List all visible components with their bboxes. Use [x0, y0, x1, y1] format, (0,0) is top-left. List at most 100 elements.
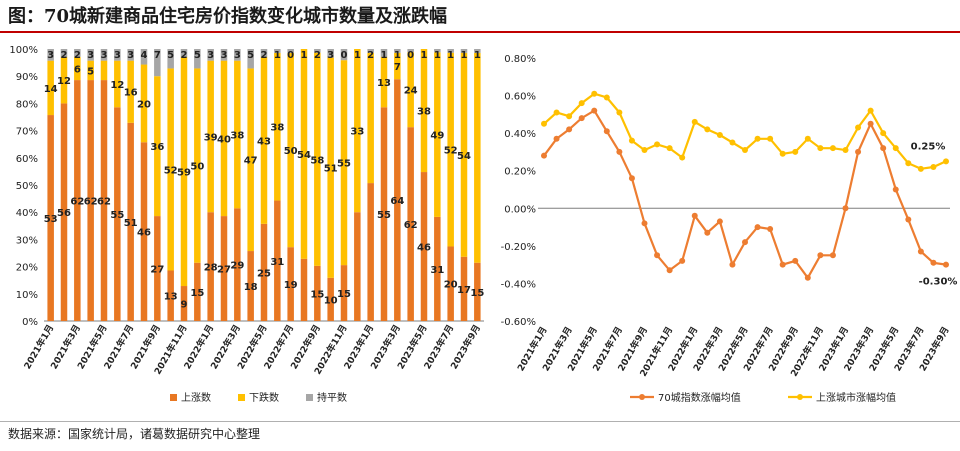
series-point [804, 135, 811, 142]
y-tick-label: 40% [16, 208, 38, 219]
series-point [729, 139, 736, 146]
bar-segment [47, 60, 54, 116]
bar-data-label: 12 [110, 80, 124, 91]
bar-data-label: 62 [84, 197, 98, 208]
y-tick-label: 90% [16, 72, 38, 83]
bar-data-label: 19 [284, 280, 298, 291]
y-tick-label: 60% [16, 154, 38, 165]
legend-label: 上涨数 [181, 391, 211, 404]
bar-segment [194, 68, 201, 263]
series-point [603, 128, 610, 135]
series-point [917, 165, 924, 172]
series-point [541, 152, 547, 159]
series-point [767, 135, 774, 142]
series-point [628, 137, 635, 144]
page-title: 图：70城新建商品住宅房价指数变化城市数量及涨跌幅 [8, 6, 448, 27]
bar-data-label: 24 [404, 86, 418, 97]
bar-data-label: 1 [474, 50, 481, 61]
series-point [867, 107, 874, 114]
series-point [842, 147, 849, 154]
bar-segment [47, 49, 54, 61]
series-point [892, 186, 899, 193]
bar-data-label: 62 [70, 197, 84, 208]
bar-data-label: 33 [350, 127, 364, 138]
bar-segment [154, 76, 161, 217]
bar-data-label: 9 [181, 300, 188, 311]
bar-segment [420, 172, 428, 321]
bar-segment [460, 49, 468, 53]
line-chart: 0.80% 0.60% 0.40% 0.20% 0.00% -0.20% -0.40% -0.… [501, 54, 958, 404]
bar-segment [474, 52, 481, 263]
y-tick-label: 50% [16, 181, 38, 192]
bar-segment [167, 68, 174, 271]
bar-segment [180, 49, 188, 57]
bar-data-label: 3 [47, 50, 54, 61]
series-point [880, 145, 887, 152]
end-value-label: -0.30% [919, 277, 958, 288]
series-point [905, 160, 912, 167]
bar-data-label: 5 [87, 66, 94, 77]
bar-segment [434, 49, 441, 53]
series-point [553, 109, 560, 116]
legend-label: 上涨城市涨幅均值 [816, 391, 896, 404]
bar-data-label: 3 [207, 50, 214, 61]
bar-segment [114, 49, 121, 61]
bar-data-label: 43 [257, 136, 271, 147]
y-tick-label: 0.60% [504, 92, 536, 103]
bar-segment [380, 107, 388, 322]
bar-data-label: 55 [337, 159, 351, 170]
bar-segment [287, 52, 294, 248]
bar-data-label: 3 [87, 50, 94, 61]
bar-data-label: 50 [284, 146, 298, 157]
series-point [855, 148, 862, 155]
bar-data-label: 1 [394, 50, 401, 61]
y-tick-label: 0% [22, 317, 38, 328]
bar-segment [327, 277, 334, 321]
bar-segment [220, 49, 228, 61]
bar-data-label: 52 [164, 165, 178, 176]
series-point [817, 252, 824, 259]
series-point [867, 120, 874, 127]
y-tick-label: 0.80% [504, 54, 536, 65]
bar-data-label: 62 [404, 220, 418, 231]
series-point [767, 225, 774, 232]
bar-segment [327, 49, 334, 58]
bar-data-label: 53 [44, 214, 58, 225]
bar-data-label: 38 [230, 130, 244, 141]
y-tick-label: -0.40% [501, 279, 536, 290]
bar-data-label: 18 [244, 282, 258, 293]
series-point [842, 205, 849, 212]
bar-data-label: 3 [127, 50, 134, 61]
bar-segment [420, 49, 428, 173]
bar-segment [194, 262, 201, 321]
series-point [754, 135, 761, 142]
bar-segment [340, 265, 348, 321]
y-tick-label: -0.60% [501, 317, 536, 328]
bar-data-label: 54 [457, 151, 471, 162]
bar-data-label: 1 [274, 50, 281, 61]
series-point [691, 212, 698, 219]
bar-data-label: 1 [434, 50, 441, 61]
bar-data-label: 15 [310, 289, 324, 300]
bar-data-label: 3 [234, 50, 241, 61]
bar-data-label: 6 [74, 64, 81, 75]
source-note: 数据来源：国家统计局，诸葛数据研究中心整理 [8, 427, 261, 441]
bar-data-label: 3 [114, 50, 121, 61]
bar-data-label: 3 [101, 50, 108, 61]
legend-marker [797, 394, 803, 400]
end-value-label: 0.25% [911, 141, 946, 152]
bar-segment [260, 49, 268, 57]
footer-divider [0, 421, 960, 422]
bar-segment [260, 56, 268, 224]
bar-segment [314, 52, 321, 266]
series-point [742, 147, 748, 154]
bar-data-label: 38 [270, 123, 284, 134]
bar-segment [314, 265, 321, 321]
bar-segment [460, 256, 468, 321]
bar-segment [287, 49, 294, 53]
bar-segment [434, 52, 441, 217]
bar-data-label: 5 [247, 50, 254, 61]
bar-segment [100, 49, 108, 61]
bar-segment [300, 49, 308, 259]
bar-segment [314, 49, 321, 53]
